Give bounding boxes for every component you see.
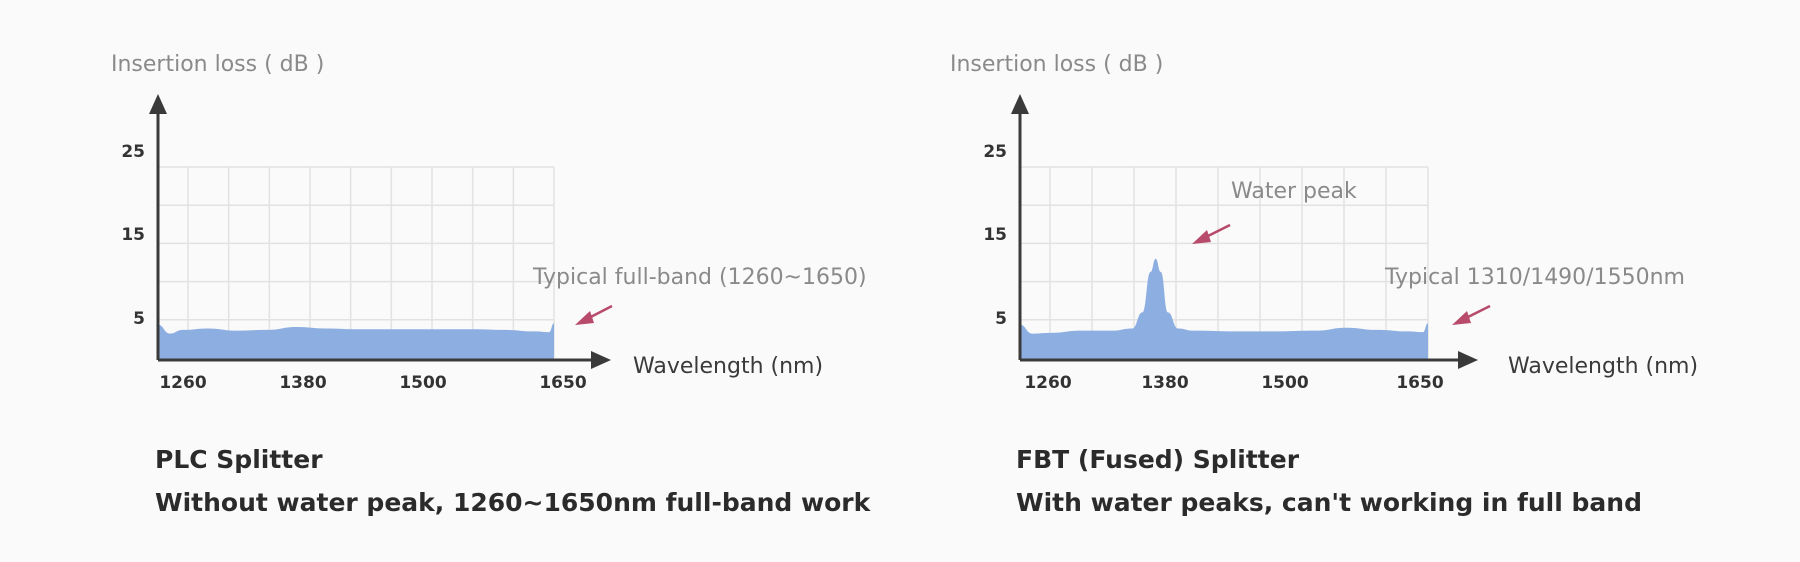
x-axis-label: Wavelength (nm) xyxy=(1508,354,1698,379)
chart-panel-plc: 25 15 5 1260 1380 1500 1650 Wavelength (nm) Typi… xyxy=(111,52,870,524)
x-tick-label: 1380 xyxy=(279,373,326,393)
caption-title: PLC Splitter xyxy=(155,445,323,474)
chart-panel-fbt: 25 15 5 1260 1380 1500 1650 Wavelength (nm) Typi… xyxy=(900,0,1800,562)
series-area xyxy=(158,323,554,360)
caption-title: FBT (Fused) Splitter xyxy=(1016,445,1300,474)
y-tick-label: 5 xyxy=(133,309,145,329)
grid xyxy=(1020,166,1429,359)
y-tick-label: 15 xyxy=(983,225,1007,245)
peak-arrowhead xyxy=(1192,230,1211,244)
peak-label: Water peak xyxy=(1231,179,1357,204)
annotation-label: Typical 1310/1490/1550nm xyxy=(1384,265,1685,290)
caption-subtitle: With water peaks, can't working in full … xyxy=(1016,488,1642,517)
caption-fbt: FBT (Fused) Splitter With water peaks, c… xyxy=(1016,438,1642,524)
series-area xyxy=(1020,258,1428,360)
annotation-label: Typical full-band (1260~1650) xyxy=(532,265,867,290)
y-axis-arrowhead xyxy=(149,94,167,114)
chart-plc: 25 15 5 1260 1380 1500 1650 Wavelength (nm) Typi… xyxy=(121,94,867,393)
y-axis-label: Insertion loss ( dB ) xyxy=(111,52,325,77)
caption-plc: PLC Splitter Without water peak, 1260~16… xyxy=(155,438,870,524)
y-tick-label: 5 xyxy=(995,309,1007,329)
x-tick-label: 1650 xyxy=(1396,373,1443,393)
y-axis-arrowhead xyxy=(1011,94,1029,114)
x-tick-label: 1380 xyxy=(1141,373,1188,393)
x-tick-label: 1650 xyxy=(539,373,586,393)
caption-subtitle: Without water peak, 1260~1650nm full-ban… xyxy=(155,488,871,517)
x-tick-label: 1500 xyxy=(399,373,446,393)
x-axis-arrowhead xyxy=(1458,351,1478,369)
annotation-arrowhead xyxy=(1452,311,1471,325)
y-tick-label: 15 xyxy=(121,225,145,245)
x-axis-arrowhead xyxy=(591,351,611,369)
x-tick-label: 1260 xyxy=(159,373,206,393)
x-axis-label: Wavelength (nm) xyxy=(633,354,823,379)
y-tick-label: 25 xyxy=(983,142,1007,162)
chart-fbt: 25 15 5 1260 1380 1500 1650 Wavelength (nm) Typi… xyxy=(983,94,1698,393)
y-tick-label: 25 xyxy=(121,142,145,162)
y-axis-label: Insertion loss ( dB ) xyxy=(950,52,1164,77)
x-tick-label: 1260 xyxy=(1024,373,1071,393)
annotation-arrowhead xyxy=(575,311,594,325)
x-tick-label: 1500 xyxy=(1261,373,1308,393)
